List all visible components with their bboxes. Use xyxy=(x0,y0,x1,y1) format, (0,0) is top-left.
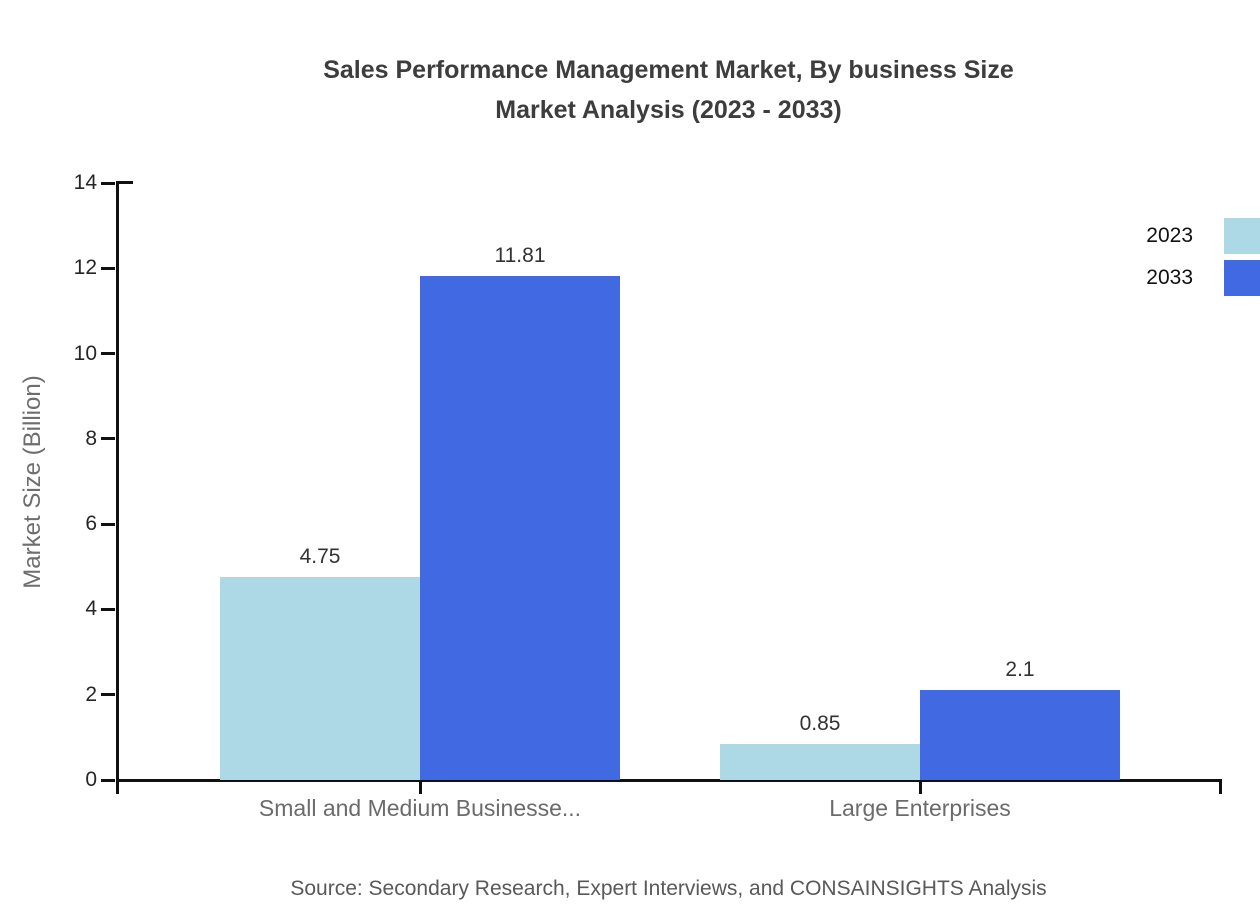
y-tick-label: 0 xyxy=(85,768,97,791)
y-tick-label: 14 xyxy=(73,171,97,194)
x-axis-end-cap xyxy=(1218,780,1222,794)
y-tick-mark xyxy=(101,352,115,356)
value-label: 4.75 xyxy=(299,545,341,569)
y-tick-mark xyxy=(101,437,115,441)
value-label: 11.81 xyxy=(494,244,546,268)
x-axis-category-label: Small and Medium Businesse... xyxy=(258,795,582,821)
y-tick-label: 12 xyxy=(73,256,97,280)
bar-2033-2 xyxy=(920,690,1120,780)
y-tick-label: 6 xyxy=(85,512,97,536)
legend-item-2033: 2033 xyxy=(1146,260,1260,296)
chart-title: Sales Performance Management Market, By … xyxy=(117,50,1220,130)
y-tick-label: 10 xyxy=(73,341,97,365)
value-label: 2.1 xyxy=(1005,658,1035,682)
y-tick-label: 2 xyxy=(85,682,97,706)
plot-area: 0 2 4 6 8 10 12 14 4.75 0.85 11.81 2.1 Small and Med… xyxy=(74,171,1222,821)
y-tick-mark xyxy=(101,522,115,526)
y-axis-line xyxy=(115,181,119,794)
y-tick-mark xyxy=(101,181,115,185)
legend-item-2023: 2023 xyxy=(1146,218,1260,254)
legend-swatch-2033 xyxy=(1224,260,1260,296)
y-axis-title: Market Size (Billion) xyxy=(19,375,46,589)
x-axis-category-label: Large Enterprises xyxy=(829,795,1011,821)
legend-label: 2033 xyxy=(1146,266,1193,289)
x-tick-mark xyxy=(918,780,922,794)
chart-title-line-1: Sales Performance Management Market, By … xyxy=(323,56,1014,84)
y-tick-mark xyxy=(101,693,115,697)
y-tick-mark xyxy=(101,266,115,270)
x-axis-line xyxy=(115,778,1222,782)
legend-swatch-2023 xyxy=(1224,218,1260,254)
y-tick-label: 8 xyxy=(85,426,97,450)
y-tick-mark xyxy=(101,778,115,782)
x-tick-mark xyxy=(418,780,422,794)
source-note: Source: Secondary Research, Expert Inter… xyxy=(290,877,1047,900)
legend: 2023 2033 xyxy=(1146,218,1260,302)
legend-label: 2023 xyxy=(1146,224,1193,247)
y-tick-label: 4 xyxy=(85,597,97,621)
bar-2033-1 xyxy=(420,276,620,780)
y-tick-mark xyxy=(101,607,115,611)
chart-title-line-2: Market Analysis (2023 - 2033) xyxy=(495,96,842,124)
bar-2023-2 xyxy=(720,743,920,780)
bar-2023-1 xyxy=(220,577,420,780)
y-axis-top-cap xyxy=(115,181,133,184)
value-label: 0.85 xyxy=(799,711,841,735)
